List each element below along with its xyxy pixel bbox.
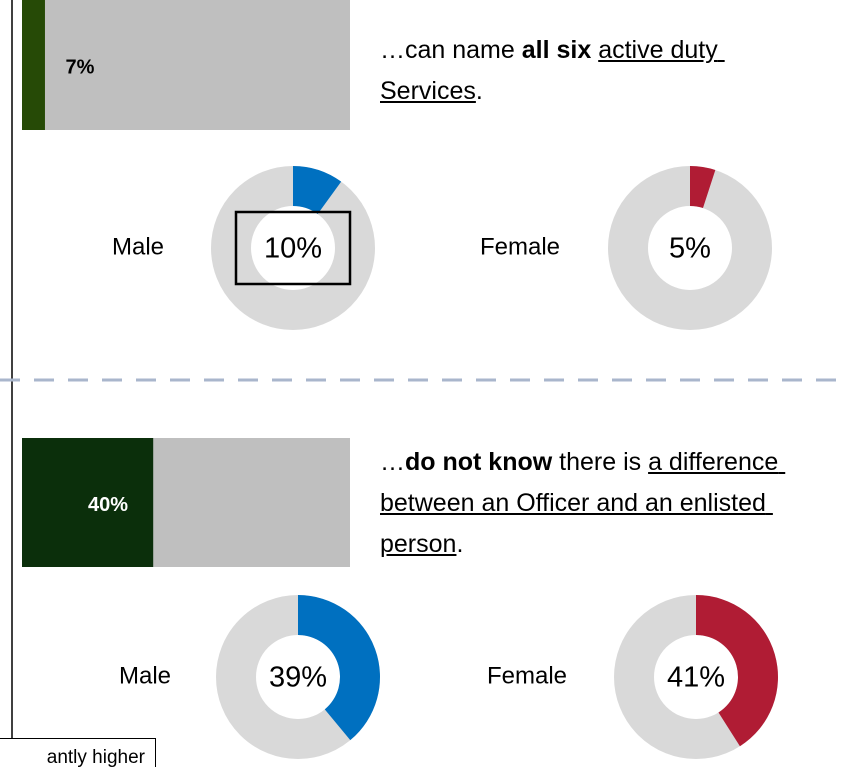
bar <box>22 0 45 130</box>
donut-segment <box>696 595 778 747</box>
statement-part: . <box>475 77 483 105</box>
bar-label: 40% <box>88 494 128 516</box>
donut-name: Female <box>480 233 560 260</box>
statement-part: do not know <box>405 448 553 476</box>
statement-part: active duty Services <box>380 36 725 105</box>
statement-part: all six <box>521 36 592 64</box>
statement-part: …can name <box>380 36 522 64</box>
donut-name: Female <box>487 662 567 689</box>
donut-name: Male <box>119 662 171 689</box>
donut-segment <box>690 166 716 209</box>
donut-segment <box>293 166 342 215</box>
donut-label: 5% <box>669 233 711 265</box>
donut-label: 41% <box>667 662 725 694</box>
highlight-box <box>234 210 352 286</box>
statement-part: a difference between an Officer and an e… <box>380 448 786 558</box>
statement-part: there is <box>552 448 649 476</box>
bar <box>22 438 154 567</box>
statement: …can name all six active duty Services. <box>380 30 800 112</box>
donut-label: 10% <box>264 233 322 265</box>
donut-segment <box>298 595 380 741</box>
donut-label: 39% <box>269 662 327 694</box>
note: antly higher <box>0 738 156 767</box>
statement-part: . <box>456 530 464 558</box>
donut-name: Male <box>112 233 164 260</box>
statement-part: … <box>380 448 405 476</box>
statement: …do not know there is a difference betwe… <box>380 442 840 565</box>
bar-label: 7% <box>66 56 95 78</box>
bar-track <box>22 0 350 130</box>
